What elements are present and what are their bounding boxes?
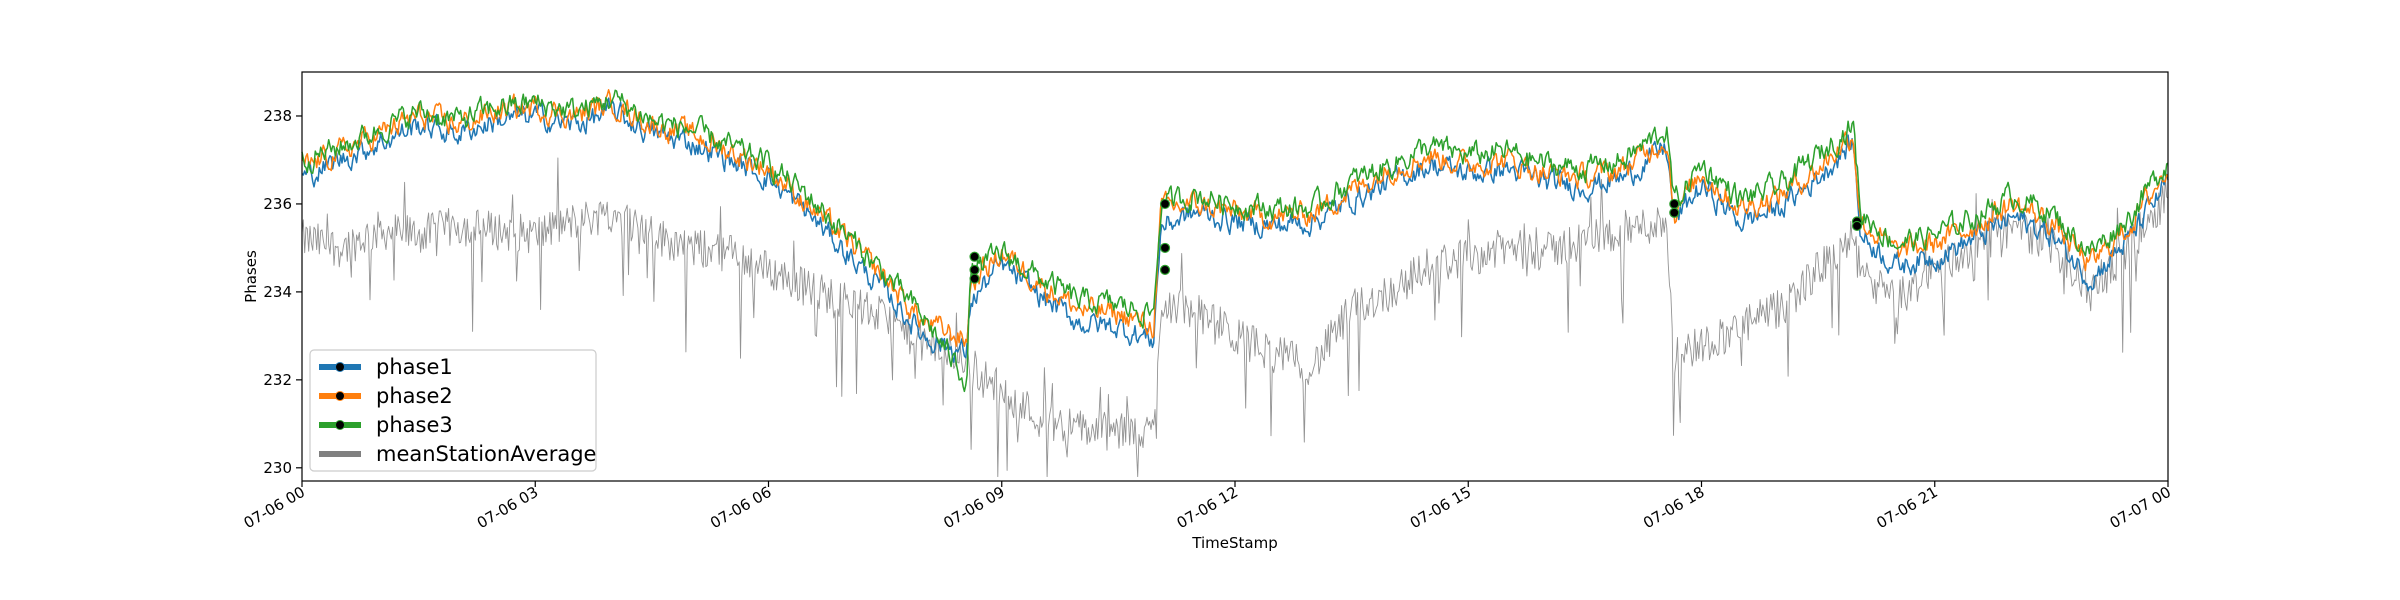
- data-marker: [1159, 264, 1171, 276]
- legend-box: [309, 349, 597, 472]
- series-line-meanStationAverage: [301, 157, 2169, 478]
- series-line-phase3: [301, 89, 2169, 393]
- legend-label-phase2: phase2: [376, 384, 453, 408]
- data-marker: [969, 264, 980, 276]
- legend-marker: [335, 420, 345, 430]
- data-marker: [1159, 242, 1171, 254]
- legend: phase1 phase2 phase3 meanStationAverage: [309, 349, 597, 472]
- data-marker: [1669, 198, 1680, 210]
- y-tick-label: 238: [263, 107, 292, 125]
- series-line-phase2: [301, 89, 2169, 347]
- data-marker: [969, 273, 980, 284]
- data-marker: [1669, 207, 1680, 218]
- plot-area: [301, 89, 2169, 478]
- y-tick-label: 234: [263, 283, 292, 301]
- legend-label-phase3: phase3: [376, 413, 453, 437]
- x-axis-title: TimeStamp: [1191, 534, 1277, 552]
- y-tick-label: 236: [263, 195, 292, 213]
- legend-label-meanStationAverage: meanStationAverage: [376, 442, 596, 466]
- y-axis-title: Phases: [242, 250, 260, 303]
- data-marker: [1851, 220, 1863, 232]
- data-marker: [1159, 198, 1171, 210]
- y-tick-label: 232: [263, 371, 292, 389]
- y-tick-label: 230: [263, 459, 292, 477]
- legend-marker: [335, 362, 345, 372]
- data-marker: [969, 251, 980, 262]
- legend-label-phase1: phase1: [376, 355, 453, 379]
- legend-marker: [335, 391, 345, 401]
